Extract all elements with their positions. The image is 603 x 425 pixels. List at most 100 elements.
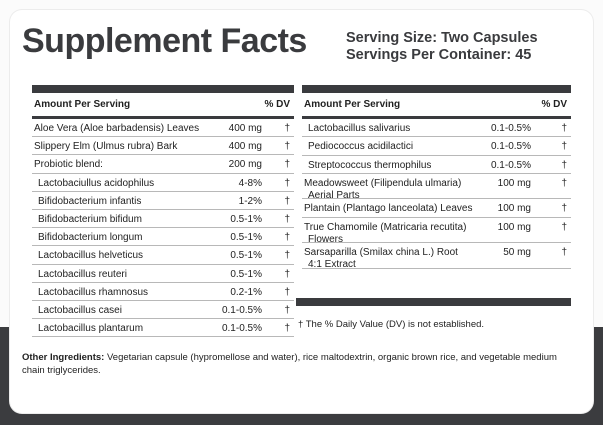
ingredient-name: Sarsaparilla (Smilax china L.) Root 4:1 E… (304, 247, 458, 271)
table-row: Pediococcus acidilactici 0.1-0.5% † (302, 137, 571, 156)
left-dv-header: % DV (264, 99, 290, 110)
ingredient-name: Plantain (Plantago lanceolata) Leaves (304, 203, 472, 215)
ingredient-name: Lactobacillus casei (38, 305, 122, 317)
ingredient-name: Slippery Elm (Ulmus rubra) Bark (34, 141, 177, 153)
table-row: Lactobacillus rhamnosus 0.2-1% † (32, 283, 294, 301)
ingredient-dv: † (284, 213, 290, 225)
ingredient-dv: † (284, 268, 290, 280)
ingredient-amount: 100 mg (497, 203, 531, 215)
ingredient-dv: † (561, 159, 567, 171)
dv-footnote: † The % Daily Value (DV) is not establis… (298, 319, 485, 330)
ingredient-dv: † (284, 232, 290, 244)
table-row: True Chamomile (Matricaria recutita) Flow… (302, 218, 571, 246)
ingredient-dv: † (284, 323, 290, 335)
servings-per-container: Servings Per Container: 45 (346, 47, 532, 63)
left-header-bar (32, 116, 294, 119)
ingredient-name: Aloe Vera (Aloe barbadensis) Leaves (34, 123, 199, 135)
ingredient-name: Meadowsweet (Filipendula ulmaria) Aerial … (304, 178, 461, 202)
ingredient-amount: 100 mg (497, 221, 531, 233)
ingredient-amount: 0.1-0.5% (490, 123, 531, 134)
ingredient-amount: 200 mg (228, 159, 262, 171)
ingredient-name-line: Lactobacillus helveticus (38, 250, 144, 262)
table-row: Plantain (Plantago lanceolata) Leaves 100… (302, 199, 571, 218)
table-row: Lactobaciullus acidophilus 4-8% † (32, 174, 294, 192)
ingredient-name-line: Pediococcus acidilactici (308, 141, 414, 153)
ingredient-name: Lactobacillus rhamnosus (38, 287, 148, 299)
right-amount-header: Amount Per Serving (304, 99, 401, 110)
ingredient-dv: † (561, 221, 567, 233)
ingredient-amount: 400 mg (228, 123, 262, 134)
ingredient-dv: † (284, 304, 290, 316)
serving-size: Serving Size: Two Capsules (346, 30, 538, 46)
table-row: Lactobacillus casei 0.1-0.5% † (32, 301, 294, 320)
ingredient-dv: † (284, 286, 290, 298)
right-top-bar (302, 85, 571, 93)
table-row: Probiotic blend: 200 mg † (32, 155, 294, 174)
other-ingredients-text: Vegetarian capsule (hypromellose and wat… (22, 352, 557, 376)
ingredient-amount: 0.1-0.5% (490, 159, 531, 171)
ingredient-name-line: Sarsaparilla (Smilax china L.) Root (304, 247, 458, 259)
ingredient-name-line: Lactobacillus salivarius (308, 123, 411, 134)
ingredient-name-line: Bifidobacterium longum (38, 232, 143, 244)
ingredient-name-line: Streptococcus thermophilus (308, 159, 432, 171)
ingredient-name: Pediococcus acidilactici (308, 141, 413, 153)
ingredient-name-line: Aloe Vera (Aloe barbadensis) Leaves (34, 123, 200, 134)
ingredient-name: Lactobaciullus acidophilus (38, 178, 154, 190)
ingredient-dv: † (561, 247, 567, 259)
ingredient-name-line: 4:1 Extract (308, 259, 356, 271)
table-row: Meadowsweet (Filipendula ulmaria) Aerial … (302, 174, 571, 202)
ingredient-name-line: Lactobaciullus acidophilus (38, 177, 155, 189)
table-row: Lactobacillus helveticus 0.5-1% † (32, 246, 294, 265)
left-top-bar (32, 85, 294, 93)
ingredient-dv: † (284, 195, 290, 207)
other-ingredients: Other Ingredients: Vegetarian capsule (h… (22, 352, 570, 377)
table-row: Aloe Vera (Aloe barbadensis) Leaves 400 m… (32, 119, 294, 138)
ingredient-name: Lactobacillus reuteri (38, 269, 127, 281)
ingredient-dv: † (284, 250, 290, 262)
ingredient-name: Bifidobacterium longum (38, 232, 143, 244)
ingredient-dv: † (561, 177, 567, 189)
ingredient-name-line: Aerial Parts (308, 189, 360, 201)
ingredient-amount: 0.2-1% (230, 286, 262, 298)
ingredient-dv: † (561, 141, 567, 153)
table-row: Bifidobacterium bifidum 0.5-1% † (32, 210, 294, 229)
ingredient-amount: 0.5-1% (230, 232, 262, 244)
ingredient-name: Bifidobacterium bifidum (38, 214, 142, 226)
ingredient-name-line: Plantain (Plantago lanceolata) Leaves (304, 203, 473, 215)
ingredient-name-line: True Chamomile (Matricaria recutita) (304, 221, 467, 233)
table-row: Sarsaparilla (Smilax china L.) Root 4:1 E… (302, 243, 571, 271)
ingredient-dv: † (284, 141, 290, 153)
ingredient-name: True Chamomile (Matricaria recutita) Flow… (304, 222, 466, 246)
ingredient-dv: † (284, 177, 290, 189)
ingredient-name-line: Lactobacillus reuteri (38, 268, 127, 280)
ingredient-amount: 4-8% (238, 177, 262, 189)
right-dv-header: % DV (541, 99, 567, 110)
left-amount-header: Amount Per Serving (34, 99, 131, 110)
ingredient-amount: 100 mg (497, 177, 531, 189)
ingredient-name-line: Meadowsweet (Filipendula ulmaria) (304, 177, 462, 189)
ingredient-amount: 0.1-0.5% (221, 323, 262, 335)
ingredient-name-line: Flowers (308, 233, 344, 245)
table-row: Slippery Elm (Ulmus rubra) Bark 400 mg † (32, 137, 294, 156)
right-table-header: Amount Per Serving % DV (302, 96, 571, 114)
right-header-bar (302, 116, 571, 119)
ingredient-amount: 0.5-1% (230, 213, 262, 225)
ingredient-name-line: Lactobacillus plantarum (38, 323, 144, 335)
table-row: Bifidobacterium longum 0.5-1% † (32, 228, 294, 247)
left-table: Aloe Vera (Aloe barbadensis) Leaves 400 m… (32, 119, 294, 338)
ingredient-name-line: Bifidobacterium bifidum (38, 213, 142, 225)
ingredient-amount: 0.1-0.5% (221, 304, 262, 316)
ingredient-name: Lactobacillus salivarius (308, 123, 410, 135)
table-row: Lactobacillus salivarius 0.1-0.5% † (302, 119, 571, 138)
ingredient-dv: † (561, 123, 567, 134)
ingredient-amount: 50 mg (503, 247, 531, 259)
ingredient-name-line: Lactobacillus casei (38, 304, 122, 316)
ingredient-amount: 0.5-1% (230, 250, 262, 262)
table-row: Bifidobacterium infantis 1-2% † (32, 192, 294, 210)
left-table-header: Amount Per Serving % DV (32, 96, 294, 114)
table-row: Streptococcus thermophilus 0.1-0.5% † (302, 156, 571, 174)
right-bottom-bar (296, 298, 571, 306)
ingredient-amount: 0.1-0.5% (490, 141, 531, 153)
ingredient-amount: 1-2% (238, 195, 262, 207)
ingredient-amount: 400 mg (228, 141, 262, 153)
